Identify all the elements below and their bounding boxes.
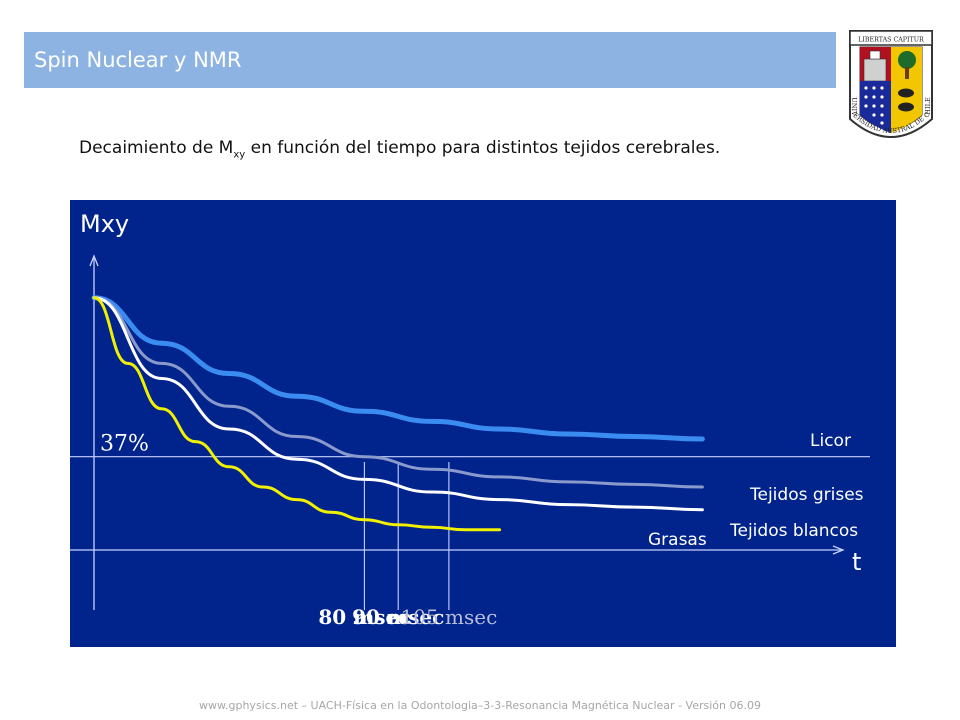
chart-background xyxy=(70,200,896,647)
chart-lines xyxy=(91,295,705,532)
series-line-tejidos-grises xyxy=(92,296,704,489)
university-crest-icon: LIBERTAS CAPITUR UNIVERSIDAD AUSTRAL DE … xyxy=(849,30,933,138)
y-axis-arrow xyxy=(89,254,99,267)
x-axis-label: t xyxy=(852,548,861,576)
threshold-label: 37% xyxy=(100,432,149,457)
chart-caption: Decaimiento de Mxy en función del tiempo… xyxy=(79,138,839,160)
caption-prefix: Decaimiento de M xyxy=(79,138,234,158)
footer-credit: www.gphysics.net – UACH-Física en la Odo… xyxy=(199,699,761,712)
caption-subscript: xy xyxy=(233,149,246,161)
series-line-tejidos-blancos xyxy=(92,296,704,512)
x-tick-label-3: 105 msec xyxy=(401,605,498,629)
x-tick-label-1: 80 msec xyxy=(318,605,410,629)
series-label-tejidos-grises: Tejidos grises xyxy=(749,485,864,505)
caption-suffix: en función del tiempo para distintos tej… xyxy=(245,138,721,158)
series-label-grasas: Grasas xyxy=(648,530,707,550)
y-axis-label: Mxy xyxy=(80,210,129,238)
series-label-licor: Licor xyxy=(810,431,851,451)
slide-title: Spin Nuclear y NMR xyxy=(34,48,242,72)
x-axis-arrow xyxy=(832,545,845,555)
series-label-tejidos-blancos: Tejidos blancos xyxy=(729,521,858,541)
title-bar: Spin Nuclear y NMR xyxy=(24,32,836,88)
chart-axes: t xyxy=(70,254,861,610)
x-tick-label-2: 90 msec xyxy=(352,605,444,629)
chart-labels: Licor Tejidos grises Tejidos blancos Grasas xyxy=(648,431,864,550)
series-line-licor xyxy=(91,295,705,442)
series-line-grasas xyxy=(92,296,502,532)
crest-motto: LIBERTAS CAPITUR xyxy=(858,37,924,44)
